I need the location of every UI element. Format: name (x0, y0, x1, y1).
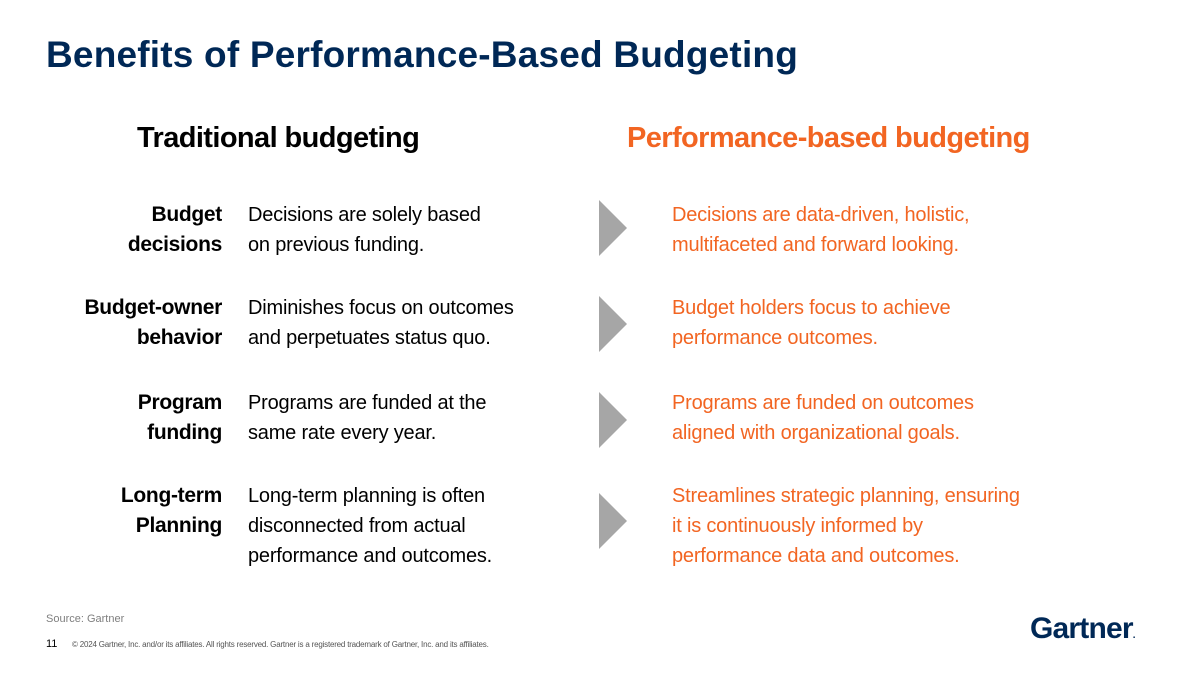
source-note: Source: Gartner (46, 613, 125, 625)
row-label-line: Program (137, 391, 223, 414)
traditional-line: Decisions are solely based (248, 204, 481, 226)
performance-line: multifaceted and forward looking. (672, 234, 959, 256)
row-label-line: behavior (136, 326, 222, 349)
traditional-line: performance and outcomes. (248, 545, 493, 567)
performance-text: Streamlines strategic planning, ensuring… (672, 481, 1102, 571)
performance-line: performance data and outcomes. (672, 545, 960, 567)
performance-line: it is continuously informed by (672, 515, 923, 537)
logo-mark: . (1132, 630, 1136, 641)
traditional-text: Diminishes focus on outcomes and perpetu… (248, 293, 578, 353)
performance-line: Streamlines strategic planning, ensuring (672, 485, 1020, 507)
traditional-line: Programs are funded at the (248, 392, 487, 414)
performance-text: Decisions are data-driven, holistic, mul… (672, 200, 1102, 260)
logo-text: Gartner (1030, 612, 1134, 645)
traditional-line: Diminishes focus on outcomes (248, 297, 514, 319)
traditional-header: Traditional budgeting (137, 122, 420, 154)
traditional-line: and perpetuates status quo. (248, 327, 491, 349)
performance-text: Budget holders focus to achieve performa… (672, 293, 1102, 353)
performance-line: Decisions are data-driven, holistic, (672, 204, 970, 226)
row-label-line: Budget-owner (84, 296, 222, 319)
chevron-right-icon (599, 296, 627, 352)
traditional-line: Long-term planning is often (248, 485, 485, 507)
performance-text: Programs are funded on outcomes aligned … (672, 388, 1102, 448)
chevron-right-icon (599, 493, 627, 549)
traditional-text: Programs are funded at the same rate eve… (248, 388, 578, 448)
performance-line: Budget holders focus to achieve (672, 297, 951, 319)
row-label: Budget-owner behavior (22, 293, 222, 353)
traditional-text: Decisions are solely based on previous f… (248, 200, 578, 260)
copyright-notice: © 2024 Gartner, Inc. and/or its affiliat… (72, 640, 489, 649)
row-label: Budget decisions (22, 200, 222, 260)
row-label-line: Planning (135, 514, 223, 537)
row-label-line: decisions (127, 233, 222, 256)
performance-line: Programs are funded on outcomes (672, 392, 974, 414)
performance-header: Performance-based budgeting (627, 122, 1030, 154)
traditional-text: Long-term planning is often disconnected… (248, 481, 578, 571)
chevron-right-icon (599, 200, 627, 256)
row-label: Long-term Planning (22, 481, 222, 541)
traditional-line: disconnected from actual (248, 515, 466, 537)
row-label: Program funding (22, 388, 223, 448)
traditional-line: same rate every year. (248, 422, 437, 444)
performance-line: aligned with organizational goals. (672, 422, 960, 444)
chevron-right-icon (599, 392, 627, 448)
row-label-line: funding (147, 421, 222, 444)
row-label-line: Budget (151, 203, 222, 226)
slide-title: Benefits of Performance-Based Budgeting (46, 34, 799, 75)
page-number: 11 (46, 638, 58, 650)
gartner-logo: Gartner. (1030, 612, 1136, 646)
traditional-line: on previous funding. (248, 234, 425, 256)
performance-line: performance outcomes. (672, 327, 878, 349)
row-label-line: Long-term (120, 484, 222, 507)
